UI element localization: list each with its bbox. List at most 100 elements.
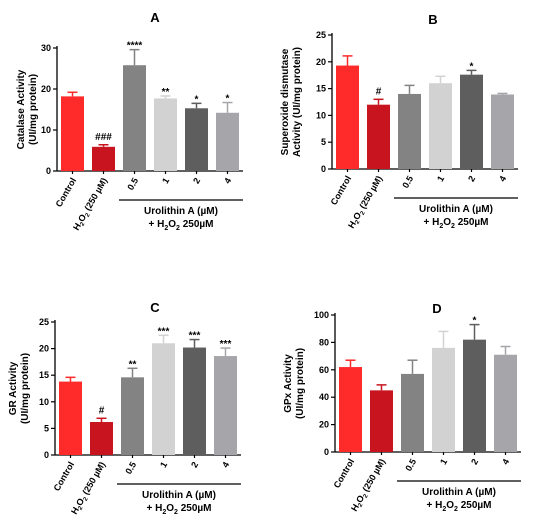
x-tick-label: 4 xyxy=(220,460,231,469)
y-tick-label: 15 xyxy=(316,84,326,94)
y-tick-label: 0 xyxy=(324,447,329,457)
group-label: Urolithin A (µM) xyxy=(422,487,496,498)
x-tick-label: 4 xyxy=(222,176,233,185)
y-tick-label: 15 xyxy=(39,370,49,380)
bar xyxy=(123,65,146,171)
y-tick-label: 0 xyxy=(321,164,326,174)
y-axis-label: Superoxide dismutaseActivity (UI/mg prot… xyxy=(280,47,303,157)
bar xyxy=(154,98,177,171)
group-label: Urolithin A (µM) xyxy=(144,206,218,217)
x-tick-label: Control xyxy=(329,174,354,207)
x-tick-label: 2 xyxy=(189,460,200,469)
bar xyxy=(59,381,82,455)
x-tick-label: H2O2 (250 µM) xyxy=(346,174,386,231)
y-tick-label: 0 xyxy=(44,450,49,460)
panel-b-superoxide-dismutase: B Superoxide dismutaseActivity (UI/mg pro… xyxy=(280,12,518,231)
x-tick-label: 1 xyxy=(438,457,449,466)
x-tick-label: H2O2 (250 µM) xyxy=(71,176,111,233)
bar xyxy=(429,83,452,169)
panel-title: B xyxy=(428,12,437,27)
panel-title: D xyxy=(432,301,441,316)
y-tick-label: 30 xyxy=(41,43,51,53)
x-tick-label: 0.5 xyxy=(403,457,418,473)
group-label: Urolithin A (µM) xyxy=(142,490,216,501)
bar xyxy=(183,347,206,455)
bar xyxy=(214,356,237,455)
significance-label: *** xyxy=(220,339,232,350)
significance-label: * xyxy=(473,316,477,327)
significance-label: * xyxy=(470,61,474,72)
x-tick-label: 4 xyxy=(500,457,511,466)
y-tick-label: 25 xyxy=(39,317,49,327)
x-tick-label: 2 xyxy=(469,457,480,466)
y-tick-label: 80 xyxy=(319,337,329,347)
y-tick-label: 10 xyxy=(41,125,51,135)
x-tick-label: 1 xyxy=(158,460,169,469)
panel-c-gr: C GR Activity(UI/mg protein) 0 5 10 15 20 25 Con… xyxy=(8,300,241,517)
y-tick-label: 5 xyxy=(321,137,326,147)
x-tick-label: 0.5 xyxy=(400,174,415,190)
bar xyxy=(494,354,517,452)
x-tick-label: 0.5 xyxy=(125,176,140,192)
significance-label: * xyxy=(226,94,230,105)
bar xyxy=(463,339,486,452)
y-tick-label: 20 xyxy=(39,344,49,354)
y-tick-label: 20 xyxy=(319,420,329,430)
significance-label: *** xyxy=(158,326,170,337)
y-tick-label: 0 xyxy=(46,166,51,176)
bar xyxy=(491,94,514,169)
group-label: Urolithin A (µM) xyxy=(419,204,493,215)
x-tick-label: 1 xyxy=(160,176,171,185)
bar xyxy=(432,347,455,452)
bar xyxy=(336,65,359,169)
bar xyxy=(185,108,208,171)
y-tick-label: 5 xyxy=(44,423,49,433)
group-label: + H2O2 250µM xyxy=(149,219,214,232)
y-tick-label: 10 xyxy=(316,110,326,120)
bar xyxy=(92,146,115,171)
significance-label: # xyxy=(376,86,382,97)
group-label: + H2O2 250µM xyxy=(147,503,212,516)
bar xyxy=(460,74,483,169)
panel-title: C xyxy=(150,300,160,315)
bar xyxy=(216,112,239,171)
bar xyxy=(61,96,84,171)
y-axis-label: GR Activity(UI/mg protein) xyxy=(8,353,31,424)
y-axis-label: GPx Activity(UI/mg protein) xyxy=(283,348,306,419)
bar xyxy=(339,367,362,452)
y-axis-label: Catalase Activity(UI/mg protein) xyxy=(16,69,39,149)
x-tick-label: H2O2 (250 µM) xyxy=(349,457,389,514)
x-tick-label: 1 xyxy=(435,174,446,183)
x-tick-label: Control xyxy=(54,176,79,209)
x-tick-label: 4 xyxy=(497,174,508,183)
y-tick-label: 60 xyxy=(319,365,329,375)
significance-label: * xyxy=(195,94,199,105)
bar xyxy=(367,104,390,169)
group-label: + H2O2 250µM xyxy=(424,217,489,230)
panel-title: A xyxy=(150,10,160,25)
significance-label: **** xyxy=(127,41,143,52)
bar xyxy=(152,343,175,455)
y-tick-label: 20 xyxy=(41,84,51,94)
x-tick-label: H2O2 (250 µM) xyxy=(69,460,109,517)
panel-a-catalase: A Catalase Activity(UI/mg protein) 0 10 20 30… xyxy=(16,10,243,233)
significance-label: ### xyxy=(95,132,112,143)
significance-label: *** xyxy=(189,331,201,342)
bar xyxy=(121,377,144,455)
x-tick-label: 2 xyxy=(466,174,477,183)
x-tick-label: 2 xyxy=(191,176,202,185)
y-tick-label: 10 xyxy=(39,397,49,407)
y-tick-label: 40 xyxy=(319,392,329,402)
x-tick-label: Control xyxy=(52,460,77,493)
x-tick-label: 0.5 xyxy=(123,460,138,476)
bar xyxy=(370,390,393,452)
significance-label: # xyxy=(99,405,105,416)
x-tick-label: Control xyxy=(332,457,357,490)
bar xyxy=(401,373,424,452)
bar xyxy=(90,422,113,455)
y-tick-label: 25 xyxy=(316,30,326,40)
y-tick-label: 20 xyxy=(316,57,326,67)
significance-label: ** xyxy=(162,87,170,98)
y-tick-label: 100 xyxy=(314,310,329,320)
